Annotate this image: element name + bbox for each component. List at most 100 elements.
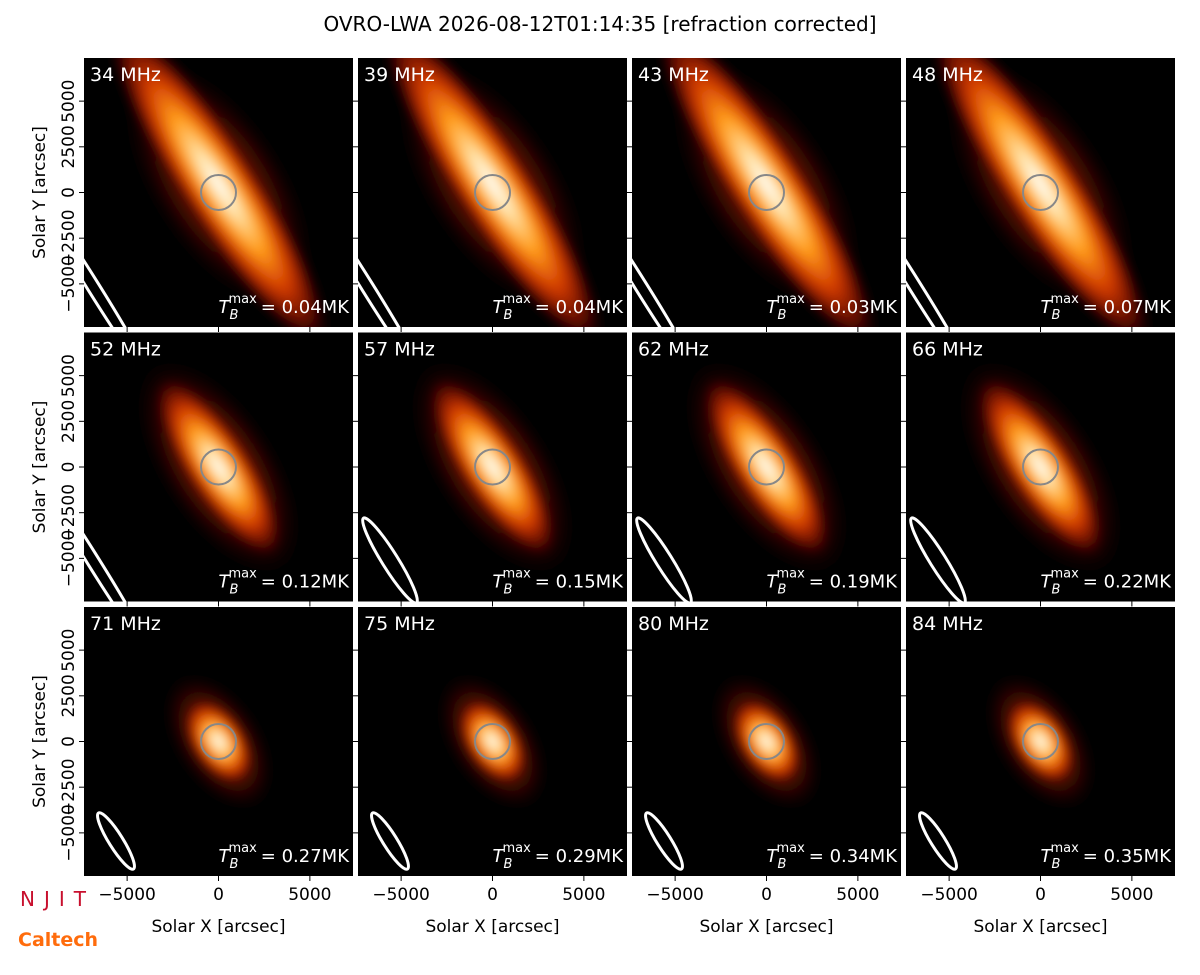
solar-disk (748, 174, 785, 211)
x-tick-label: −5000 (98, 885, 156, 905)
image-area (84, 607, 353, 876)
annotation-sub: B (778, 308, 787, 323)
y-tick-label: 5000 (59, 354, 79, 397)
annotation-sup: max (776, 567, 805, 582)
panel: 43 MHz TBmax = 0.03MK (627, 58, 901, 332)
annotation-text: = 0.34MK (809, 846, 898, 867)
annotation: TBmax = 0.35MK (1041, 841, 1173, 872)
annotation-text: = 0.35MK (1083, 846, 1172, 867)
image-area (84, 58, 353, 327)
image-area (906, 332, 1175, 602)
annotation: TBmax = 0.03MK (767, 292, 899, 323)
beam (361, 516, 419, 602)
image-area (632, 607, 901, 876)
annotation: TBmax = 0.22MK (1041, 567, 1173, 598)
x-tick-label: −5000 (646, 885, 704, 905)
emission-core (378, 58, 607, 327)
beam (906, 193, 977, 327)
annotation-text: = 0.03MK (809, 297, 898, 318)
y-tick-label: 2500 (59, 400, 79, 443)
annotation-symbol: T (767, 846, 780, 867)
annotation-symbol: T (493, 846, 506, 867)
annotation-text: = 0.29MK (535, 846, 624, 867)
solar-disk (1022, 174, 1059, 211)
emission (131, 353, 306, 581)
emission-core (926, 58, 1155, 327)
image-area (358, 58, 627, 327)
emission (434, 670, 551, 813)
annotation-text: = 0.15MK (535, 572, 624, 593)
annotation-sup: max (1050, 841, 1079, 856)
x-tick-label: 5000 (1110, 885, 1153, 905)
emission (953, 353, 1128, 581)
annotation-sub: B (504, 857, 513, 872)
y-tick-label: 2500 (59, 125, 79, 168)
emission-core (652, 58, 881, 327)
emission-core (180, 694, 257, 789)
y-axis-label: Solar Y [arcsec] (30, 401, 50, 534)
annotation-text: = 0.04MK (261, 297, 350, 318)
annotation: TBmax = 0.04MK (493, 292, 625, 323)
annotation-sub: B (230, 857, 239, 872)
y-tick-label: −2500 (59, 484, 79, 542)
suptitle: OVRO-LWA 2026-08-12T01:14:35 [refraction… (323, 12, 876, 36)
image-area (632, 58, 901, 327)
beam (632, 193, 703, 327)
annotation: TBmax = 0.29MK (493, 841, 625, 872)
y-tick-label: 0 (59, 462, 79, 473)
emission (652, 58, 881, 327)
panel-title: 43 MHz (638, 64, 709, 86)
image-area (632, 332, 901, 602)
beam (96, 811, 136, 871)
annotation: TBmax = 0.27MK (219, 841, 351, 872)
solar-disk (1022, 723, 1059, 760)
x-tick-label: 0 (1035, 885, 1046, 905)
panel-title: 39 MHz (364, 64, 435, 86)
image-area (84, 332, 353, 602)
image-area (906, 58, 1175, 327)
x-tick-label: 5000 (288, 885, 331, 905)
annotation-symbol: T (767, 297, 780, 318)
y-tick-label: 5000 (59, 628, 79, 671)
y-tick-label: −2500 (59, 758, 79, 816)
panel-title: 57 MHz (364, 339, 435, 361)
panel-title: 84 MHz (912, 613, 983, 635)
beam (84, 467, 155, 602)
y-axis-label: Solar Y [arcsec] (30, 675, 50, 808)
solar-disk (748, 723, 785, 760)
beam (909, 516, 967, 602)
emission (160, 670, 277, 813)
beam (644, 811, 684, 871)
annotation-symbol: T (219, 297, 232, 318)
annotation-sup: max (228, 292, 257, 307)
emission (708, 670, 825, 813)
solar-disk (200, 448, 237, 486)
x-tick-label: 0 (761, 885, 772, 905)
annotation-sub: B (778, 583, 787, 598)
annotation-text: = 0.22MK (1083, 572, 1172, 593)
x-tick-label: 0 (487, 885, 498, 905)
beam (918, 811, 958, 871)
annotation-text: = 0.19MK (809, 572, 898, 593)
annotation-sub: B (230, 583, 239, 598)
annotation-symbol: T (493, 572, 506, 593)
y-tick-label: 5000 (59, 79, 79, 122)
panel-title: 52 MHz (90, 339, 161, 361)
annotation-sup: max (228, 841, 257, 856)
x-tick-label: 0 (213, 885, 224, 905)
image-area (358, 332, 627, 602)
x-tick-label: 5000 (562, 885, 605, 905)
emission-core (454, 694, 531, 789)
y-tick-label: −5000 (59, 804, 79, 862)
y-tick-label: −2500 (59, 209, 79, 267)
y-tick-label: −5000 (59, 530, 79, 588)
y-tick-label: 0 (59, 187, 79, 198)
annotation-sub: B (778, 857, 787, 872)
panel-title: 80 MHz (638, 613, 709, 635)
y-axis-label: Solar Y [arcsec] (30, 126, 50, 259)
emission (378, 58, 607, 327)
x-axis-label: Solar X [arcsec] (151, 917, 285, 937)
